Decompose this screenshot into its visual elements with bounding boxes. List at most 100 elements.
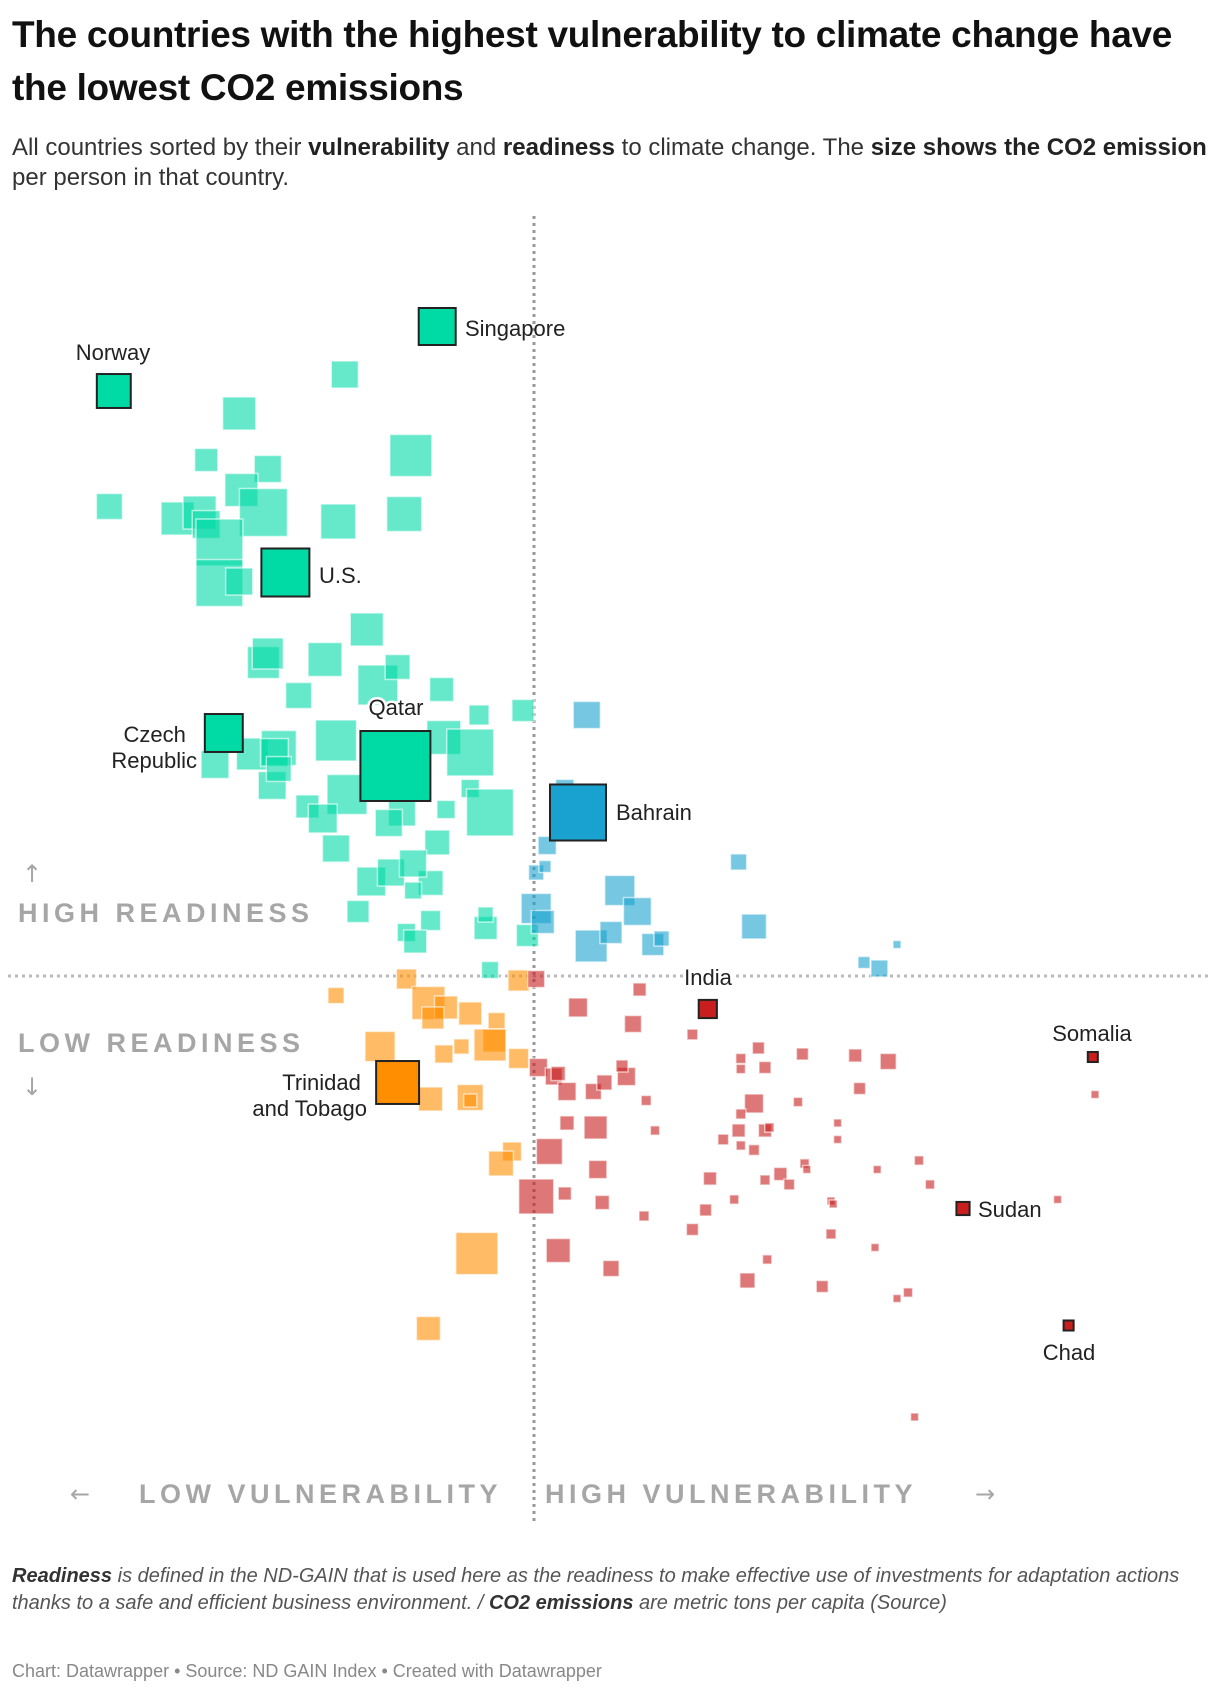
data-point — [321, 834, 351, 863]
axis-label-high-vulnerability: HIGH VULNERABILITY — [545, 1479, 917, 1509]
data-point — [557, 1186, 573, 1201]
data-point — [783, 1178, 796, 1191]
data-point — [224, 567, 254, 596]
points-layer — [95, 360, 1100, 1422]
data-point — [572, 700, 602, 730]
data-point — [596, 1074, 613, 1091]
data-point — [445, 728, 495, 777]
data-point — [615, 1059, 629, 1073]
data-point — [195, 518, 244, 567]
data-point — [200, 749, 230, 780]
footnote-bold-readiness: Readiness — [12, 1565, 113, 1587]
arrow-left-icon: ← — [70, 1480, 90, 1508]
data-point — [327, 986, 345, 1005]
data-point — [193, 447, 219, 473]
chart-subtitle: All countries sorted by their vulnerabil… — [12, 133, 1212, 193]
data-point — [550, 1065, 567, 1082]
data-point — [480, 960, 500, 980]
highlighted-points-layer — [95, 307, 1099, 1332]
data-point — [735, 1108, 747, 1120]
data-point — [747, 1143, 761, 1157]
data-point — [557, 1081, 577, 1102]
data-point — [221, 396, 257, 431]
data-point — [403, 881, 423, 900]
data-point — [587, 1159, 608, 1180]
chart-title: The countries with the highest vulnerabi… — [12, 14, 1173, 108]
data-point — [761, 1254, 773, 1265]
source-link[interactable]: (Source) — [870, 1592, 947, 1614]
data-point — [477, 906, 494, 923]
data-point — [623, 1014, 643, 1034]
data-point — [729, 853, 748, 871]
footnote-text: is defined in the ND-GAIN that is used h… — [12, 1565, 1180, 1614]
data-point-qatar — [359, 730, 432, 802]
data-point — [402, 929, 428, 954]
data-point — [307, 803, 338, 834]
label-norway: Norway — [76, 340, 151, 365]
data-point — [238, 487, 289, 538]
data-point — [538, 859, 552, 874]
subtitle-text: to climate change. The — [614, 134, 871, 161]
data-point — [632, 982, 647, 997]
data-point — [832, 1134, 843, 1145]
data-point — [924, 1179, 936, 1190]
data-point — [419, 909, 442, 932]
data-point — [828, 1199, 838, 1209]
axis-label-low-vulnerability: LOW VULNERABILITY — [139, 1479, 502, 1509]
data-point — [559, 1115, 575, 1131]
data-point — [384, 653, 411, 681]
data-point — [892, 1293, 902, 1304]
data-point-india — [697, 998, 718, 1020]
data-point — [735, 1140, 747, 1151]
chart-credit: Chart: Datawrapper • Source: ND GAIN Ind… — [12, 1661, 602, 1681]
data-point-chad — [1062, 1319, 1075, 1332]
data-point — [253, 454, 283, 484]
label-chad: Chad — [1043, 1340, 1096, 1365]
label-singapore: Singapore — [465, 316, 565, 341]
label-line: Republic — [111, 748, 197, 773]
data-point — [686, 1028, 699, 1041]
data-point — [567, 997, 589, 1018]
data-point — [457, 1001, 483, 1026]
arrow-down-icon: ↓ — [22, 1073, 42, 1101]
data-point — [462, 1093, 478, 1108]
data-point — [735, 1052, 747, 1065]
data-point — [702, 1171, 718, 1186]
label-czech-republic: Czech Republic — [111, 722, 197, 773]
data-point — [417, 1086, 444, 1112]
arrow-up-icon: ↑ — [22, 860, 42, 888]
data-point — [594, 1194, 611, 1211]
data-point — [847, 1048, 863, 1063]
subtitle-bold-vulnerability: vulnerability — [308, 134, 450, 161]
data-point — [751, 1041, 766, 1055]
data-point — [507, 969, 530, 992]
data-point — [759, 1174, 771, 1186]
data-point — [545, 1237, 571, 1264]
data-point — [420, 1006, 445, 1030]
label-trinidad-and-tobago: Trinidad and Tobago — [252, 1070, 367, 1121]
arrow-right-icon: → — [975, 1480, 995, 1508]
data-point — [735, 1063, 747, 1075]
data-point — [487, 1150, 515, 1177]
data-point — [487, 1011, 506, 1031]
data-point — [773, 1166, 788, 1182]
data-point — [511, 698, 535, 723]
subtitle-text: and — [449, 134, 503, 161]
data-point — [870, 959, 889, 978]
data-point — [349, 612, 385, 647]
data-point — [530, 909, 556, 935]
data-point — [649, 1125, 661, 1136]
data-point — [1052, 1194, 1063, 1205]
data-point — [424, 829, 451, 856]
data-point — [685, 1222, 700, 1237]
label-india: India — [684, 965, 732, 990]
data-point — [792, 1096, 804, 1108]
data-point — [802, 1164, 812, 1175]
data-point — [319, 503, 357, 540]
data-point-u-s — [260, 547, 311, 598]
subtitle-bold-size: size shows the CO2 emission — [870, 134, 1207, 161]
data-point — [428, 676, 455, 703]
data-point — [764, 1122, 775, 1133]
data-point — [453, 1038, 470, 1055]
